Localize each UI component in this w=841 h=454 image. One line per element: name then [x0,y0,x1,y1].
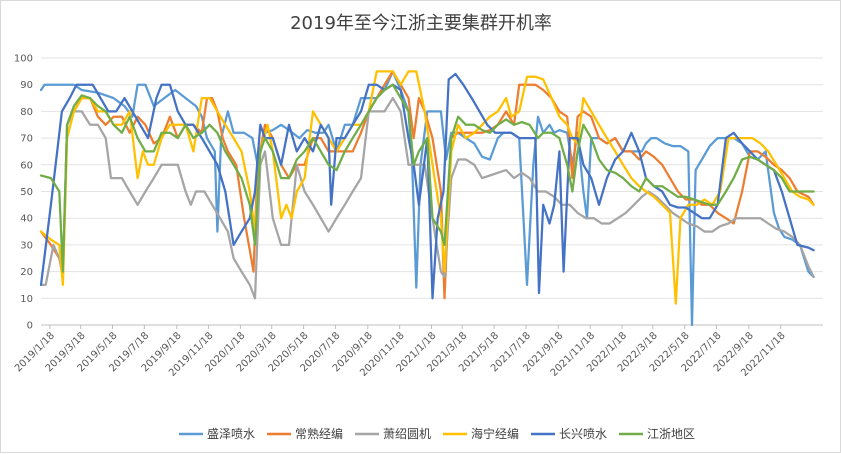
legend-label: 长兴喷水 [559,427,607,441]
legend-label: 盛泽喷水 [207,426,255,441]
chart-title: 2019年至今江浙主要集群开机率 [290,13,552,34]
series-line-6 [39,83,815,273]
y-tick-label: 80 [20,107,33,118]
legend-label: 江浙地区 [647,427,695,441]
legend-item: 盛泽喷水 [179,426,255,441]
legend-item: 长兴喷水 [531,427,607,441]
series-line-1 [39,70,815,327]
y-tick-label: 90 [20,80,33,91]
y-tick-label: 100 [14,54,33,65]
y-tick-label: 20 [20,267,33,278]
y-tick-label: 10 [20,294,33,305]
legend-item: 常熟经编 [267,426,343,441]
x-axis-ticks: 2019/1/182019/3/182019/5/182019/7/182019… [13,325,788,379]
legend-label: 海宁经编 [471,426,519,441]
series-line-5 [39,72,815,300]
legend-item: 萧绍圆机 [355,427,431,441]
legend-item: 海宁经编 [443,426,519,441]
y-tick-label: 60 [20,160,33,171]
y-tick-label: 50 [20,187,33,198]
y-tick-label: 40 [20,214,33,225]
y-tick-label: 30 [20,240,33,251]
y-tick-label: 0 [27,321,33,332]
legend-label: 萧绍圆机 [383,427,431,441]
legend-label: 常熟经编 [295,426,343,441]
y-axis-ticks: 0 10 20 30 40 50 60 70 80 90 100 [14,54,33,332]
series-lines [39,70,815,327]
y-tick-label: 70 [20,134,33,145]
legend: 盛泽喷水 常熟经编 萧绍圆机 海宁经编 长兴喷水 江浙地区 [179,426,695,441]
legend-item: 江浙地区 [619,427,695,441]
